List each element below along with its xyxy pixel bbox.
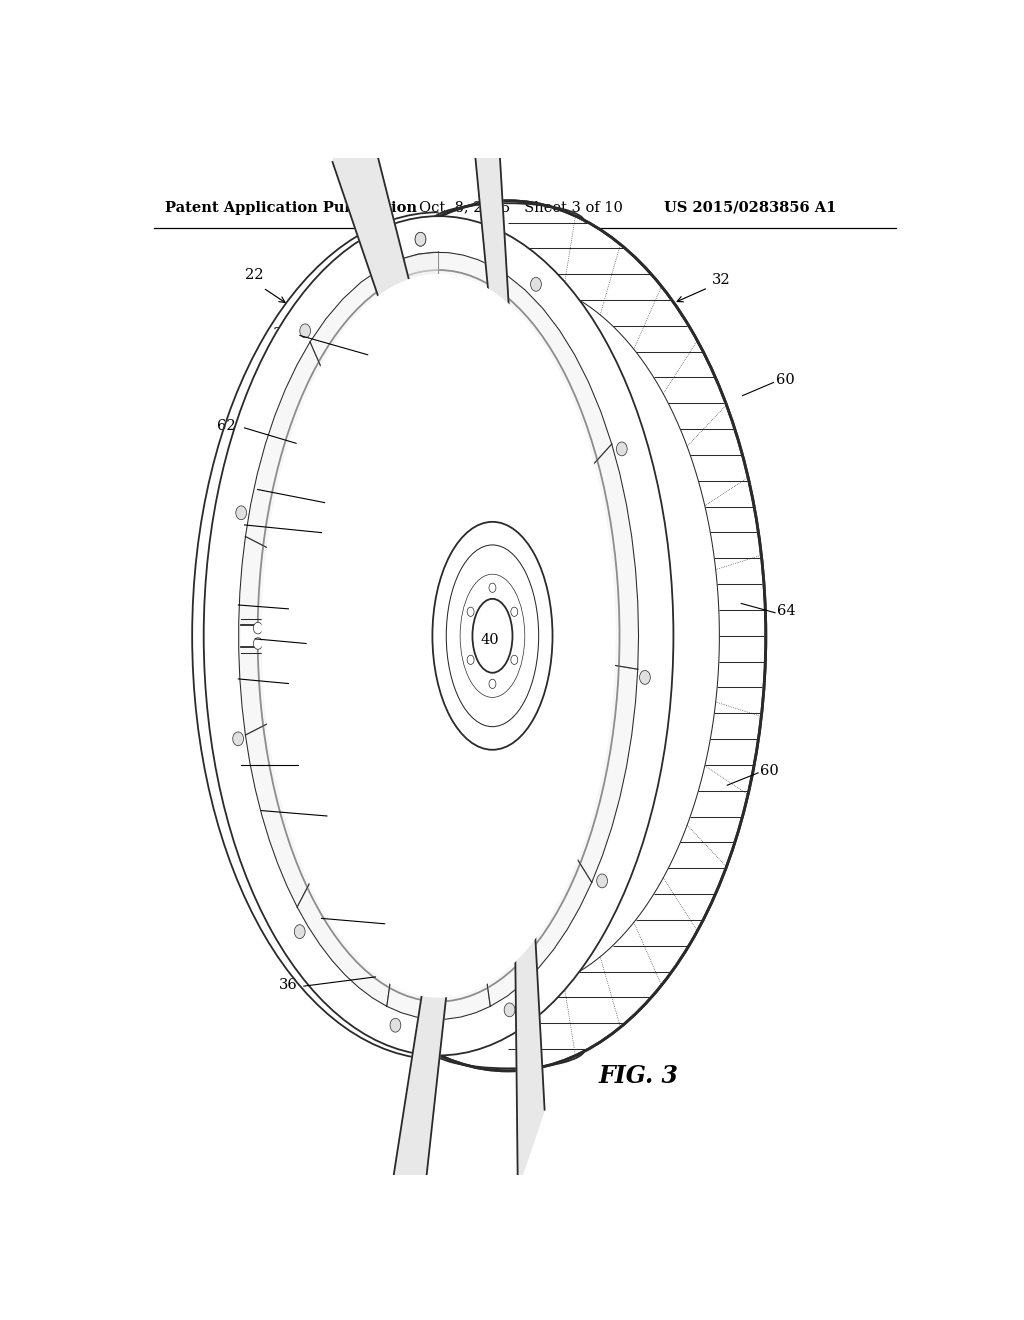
Polygon shape [239,536,293,735]
Text: 36: 36 [233,480,252,495]
Ellipse shape [415,232,426,246]
Text: Patent Application Publication: Patent Application Publication [165,201,417,215]
Text: 36: 36 [279,978,297,991]
Text: Oct. 8, 2015   Sheet 3 of 10: Oct. 8, 2015 Sheet 3 of 10 [419,201,624,215]
Text: 60: 60 [776,374,795,387]
Ellipse shape [489,583,496,593]
Ellipse shape [467,655,474,664]
Text: 62: 62 [217,420,236,433]
Polygon shape [477,822,592,1006]
Polygon shape [403,252,507,364]
Ellipse shape [640,671,650,684]
Polygon shape [333,83,472,539]
Text: 30: 30 [214,756,232,771]
Polygon shape [310,252,438,414]
Ellipse shape [415,232,426,246]
Text: 36: 36 [273,327,292,341]
Ellipse shape [261,275,615,998]
Polygon shape [461,4,522,537]
Ellipse shape [511,607,518,616]
Ellipse shape [467,607,474,616]
Text: 60: 60 [761,763,779,777]
Ellipse shape [253,622,262,634]
Ellipse shape [300,323,310,338]
Text: 62: 62 [211,671,229,684]
Ellipse shape [253,638,262,649]
Ellipse shape [250,201,766,1071]
Polygon shape [554,661,638,882]
Polygon shape [246,710,332,907]
Polygon shape [513,733,545,1188]
Polygon shape [241,626,543,647]
Polygon shape [384,734,474,1267]
Ellipse shape [271,638,281,649]
Text: 62: 62 [211,597,229,610]
Text: 36: 36 [296,909,314,924]
Polygon shape [490,276,611,491]
Ellipse shape [511,607,518,616]
Ellipse shape [432,521,553,750]
Text: 64: 64 [777,605,796,618]
Ellipse shape [597,874,607,888]
Ellipse shape [504,1003,515,1016]
Ellipse shape [422,953,432,964]
Ellipse shape [271,622,281,634]
Text: 66: 66 [217,516,236,531]
Polygon shape [387,916,490,1019]
Ellipse shape [467,655,474,664]
Ellipse shape [489,680,496,689]
Ellipse shape [445,953,455,964]
Text: 32: 32 [712,273,730,286]
Ellipse shape [294,925,305,939]
Polygon shape [569,444,639,669]
Ellipse shape [511,655,518,664]
Ellipse shape [232,731,244,746]
Text: 22: 22 [245,268,263,282]
Text: 36: 36 [229,631,248,644]
Ellipse shape [390,1018,400,1032]
Ellipse shape [616,442,627,455]
Ellipse shape [432,521,553,750]
Text: 40: 40 [481,632,500,647]
Ellipse shape [511,655,518,664]
Ellipse shape [258,271,620,1002]
Ellipse shape [467,607,474,616]
Text: 36: 36 [237,803,256,816]
Polygon shape [297,841,399,1006]
Ellipse shape [204,216,674,1056]
Ellipse shape [489,680,496,689]
Ellipse shape [425,512,560,759]
Text: FIG. 3: FIG. 3 [599,1064,679,1088]
Ellipse shape [489,583,496,593]
Text: US 2015/0283856 A1: US 2015/0283856 A1 [665,201,837,215]
Polygon shape [246,342,342,561]
Ellipse shape [530,277,542,292]
Ellipse shape [236,506,247,520]
